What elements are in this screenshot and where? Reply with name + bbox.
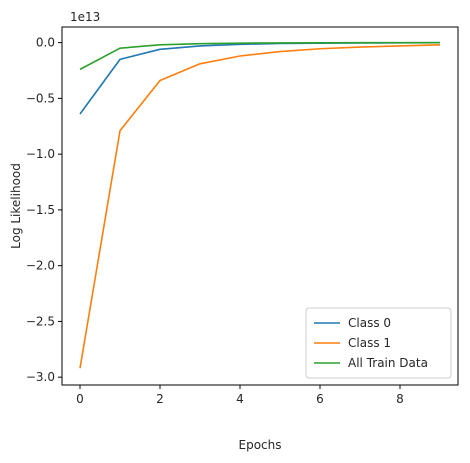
y-tick-label: −2.5 <box>26 314 55 328</box>
y-tick-label: −1.0 <box>26 147 55 161</box>
x-axis-ticks: 0 2 4 6 8 <box>76 385 404 406</box>
legend-box <box>305 307 452 379</box>
y-tick-label: −3.0 <box>26 370 55 384</box>
legend: Class 0 Class 1 All Train Data <box>305 307 452 379</box>
plot-lines <box>79 41 441 369</box>
x-tick-label: 6 <box>316 392 324 406</box>
y-offset-label: 1e13 <box>70 10 100 24</box>
x-tick-label: 0 <box>76 392 84 406</box>
x-tick-label: 2 <box>156 392 164 406</box>
series-line-1 <box>79 44 441 369</box>
plot-frame <box>61 26 459 386</box>
y-axis-label: Log Likelihood <box>9 163 23 249</box>
y-axis-ticks: 0.0 −0.5 −1.0 −1.5 −2.0 −2.5 −3.0 <box>26 36 62 384</box>
x-axis-label: Epochs <box>239 438 282 452</box>
y-tick-label: −2.0 <box>26 259 55 273</box>
x-tick-label: 4 <box>236 392 244 406</box>
legend-label-2: All Train Data <box>348 356 428 370</box>
legend-label-1: Class 1 <box>348 336 391 350</box>
y-tick-label: −0.5 <box>26 91 55 105</box>
series-line-2 <box>79 41 441 71</box>
y-tick-label: 0.0 <box>36 36 55 50</box>
legend-label-0: Class 0 <box>348 316 391 330</box>
y-tick-label: −1.5 <box>26 203 55 217</box>
x-tick-label: 8 <box>396 392 404 406</box>
